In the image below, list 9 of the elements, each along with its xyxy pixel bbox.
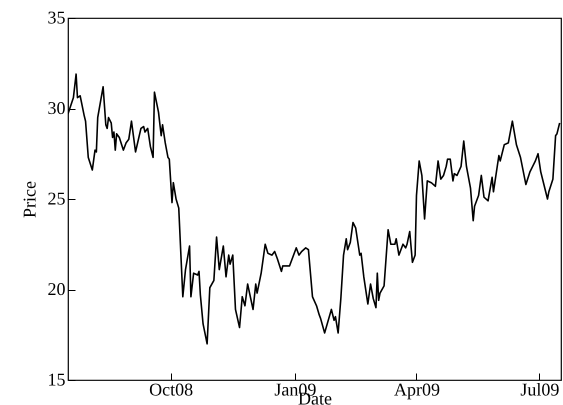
x-tick-label: Apr09 <box>394 380 440 400</box>
y-tick-label: 15 <box>48 370 66 390</box>
y-tick-label: 20 <box>48 279 66 299</box>
y-tick-label: 30 <box>48 98 66 118</box>
y-tick-label: 25 <box>48 188 66 208</box>
y-tick-label: 35 <box>48 8 66 28</box>
y-axis-title: Price <box>20 180 40 218</box>
x-tick-label: Oct08 <box>149 380 194 400</box>
x-tick-label: Jul09 <box>520 380 560 400</box>
